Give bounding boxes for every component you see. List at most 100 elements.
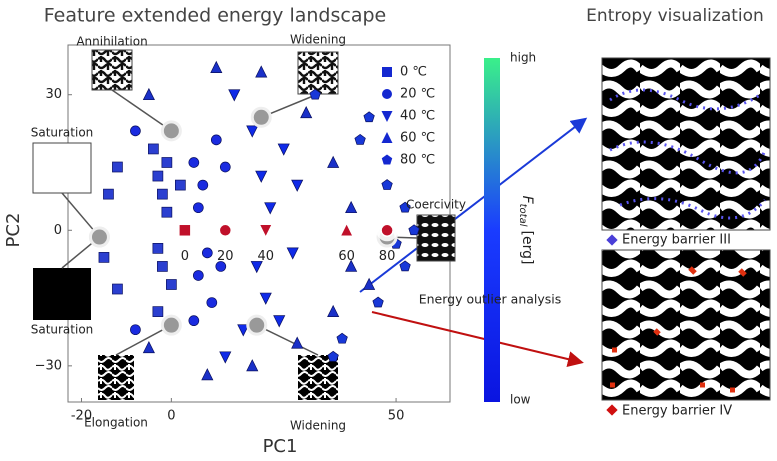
legend-marker — [382, 89, 392, 99]
point — [112, 161, 123, 173]
state-label: Annihilation — [76, 35, 147, 49]
colorbar — [484, 58, 500, 402]
y-tick-label: 0 — [54, 223, 62, 238]
point — [142, 87, 155, 101]
point — [237, 324, 250, 337]
annotation: Energy outlier analysis — [419, 292, 562, 307]
point — [250, 261, 263, 274]
state-point — [160, 314, 182, 336]
point — [381, 179, 393, 190]
symbol: F — [519, 196, 535, 205]
connector — [256, 324, 319, 356]
point — [161, 157, 173, 168]
point — [255, 170, 268, 183]
centroid-label: 80 — [379, 249, 396, 264]
thumbnail — [32, 142, 92, 194]
chart-title: Feature extended energy landscape — [44, 5, 386, 27]
point — [246, 359, 259, 372]
thumbnail — [416, 214, 456, 262]
legend-label: 20 ℃ — [400, 87, 435, 102]
thumbnail — [298, 355, 338, 400]
legend-marker — [381, 132, 393, 143]
point — [130, 324, 141, 336]
legend-label: 80 ℃ — [400, 153, 435, 168]
x-axis-label: PC1 — [263, 436, 298, 457]
point — [210, 134, 222, 146]
y-tick-label: 30 — [45, 87, 62, 102]
point — [112, 283, 123, 295]
y-axis-label: PC2 — [3, 213, 24, 248]
point — [192, 202, 204, 214]
point — [399, 260, 411, 272]
point — [372, 296, 384, 308]
point — [152, 243, 164, 254]
thumbnail — [297, 51, 339, 95]
point — [188, 157, 200, 168]
point — [277, 143, 290, 156]
centroid — [257, 223, 274, 240]
thumbnail — [33, 268, 91, 320]
point — [152, 306, 164, 317]
point — [215, 261, 227, 272]
point — [157, 261, 168, 272]
point — [246, 125, 259, 138]
point — [286, 247, 299, 260]
legend-label: 0 ℃ — [400, 65, 427, 80]
point — [228, 89, 241, 102]
point — [345, 259, 358, 272]
centroid-label: 0 — [181, 249, 189, 264]
point — [201, 247, 213, 259]
x-tick-label: 50 — [388, 409, 405, 424]
state-point — [250, 106, 272, 128]
point — [399, 201, 411, 213]
entropy-overlay — [609, 88, 767, 220]
point — [264, 202, 277, 215]
diamond — [606, 404, 618, 416]
point — [142, 340, 155, 354]
point — [210, 60, 223, 73]
point — [255, 65, 268, 78]
point — [175, 179, 186, 191]
point — [354, 133, 366, 145]
state-label: Coercivity — [406, 198, 466, 212]
point — [273, 315, 286, 328]
point — [345, 200, 358, 214]
connector — [111, 89, 172, 132]
point — [148, 143, 159, 155]
point — [300, 106, 313, 119]
panel-title: Entropy visualization — [586, 6, 764, 26]
point — [161, 206, 173, 218]
state-label: Widening — [290, 419, 346, 433]
entropy-image — [601, 57, 771, 231]
thumbnails — [32, 49, 456, 400]
point — [197, 179, 209, 191]
point — [130, 125, 141, 137]
centroid-label: 40 — [257, 249, 274, 264]
centroid — [380, 223, 394, 238]
arrow — [359, 117, 588, 293]
point — [201, 368, 214, 381]
point — [157, 188, 168, 200]
state-label: Widening — [290, 33, 346, 47]
state-point — [246, 314, 268, 336]
point — [206, 297, 218, 308]
point — [291, 336, 304, 349]
point — [188, 315, 200, 327]
point — [152, 170, 164, 182]
point — [327, 155, 340, 168]
x-tick-label: -20 — [71, 409, 92, 424]
state-label: Elongation — [84, 416, 148, 430]
panel-label: Energy barrier IV — [622, 404, 732, 419]
state-label: Saturation — [31, 323, 94, 337]
entropy-overlay — [610, 266, 747, 393]
thumbnail — [91, 49, 133, 91]
point — [192, 270, 204, 281]
colorbar-high: high — [510, 51, 536, 65]
point — [98, 252, 110, 263]
x-tick-label: 0 — [167, 409, 175, 424]
centroid-label: 20 — [217, 249, 234, 264]
y-tick-label: −30 — [35, 358, 62, 373]
point — [291, 179, 304, 192]
state-point — [88, 226, 110, 248]
